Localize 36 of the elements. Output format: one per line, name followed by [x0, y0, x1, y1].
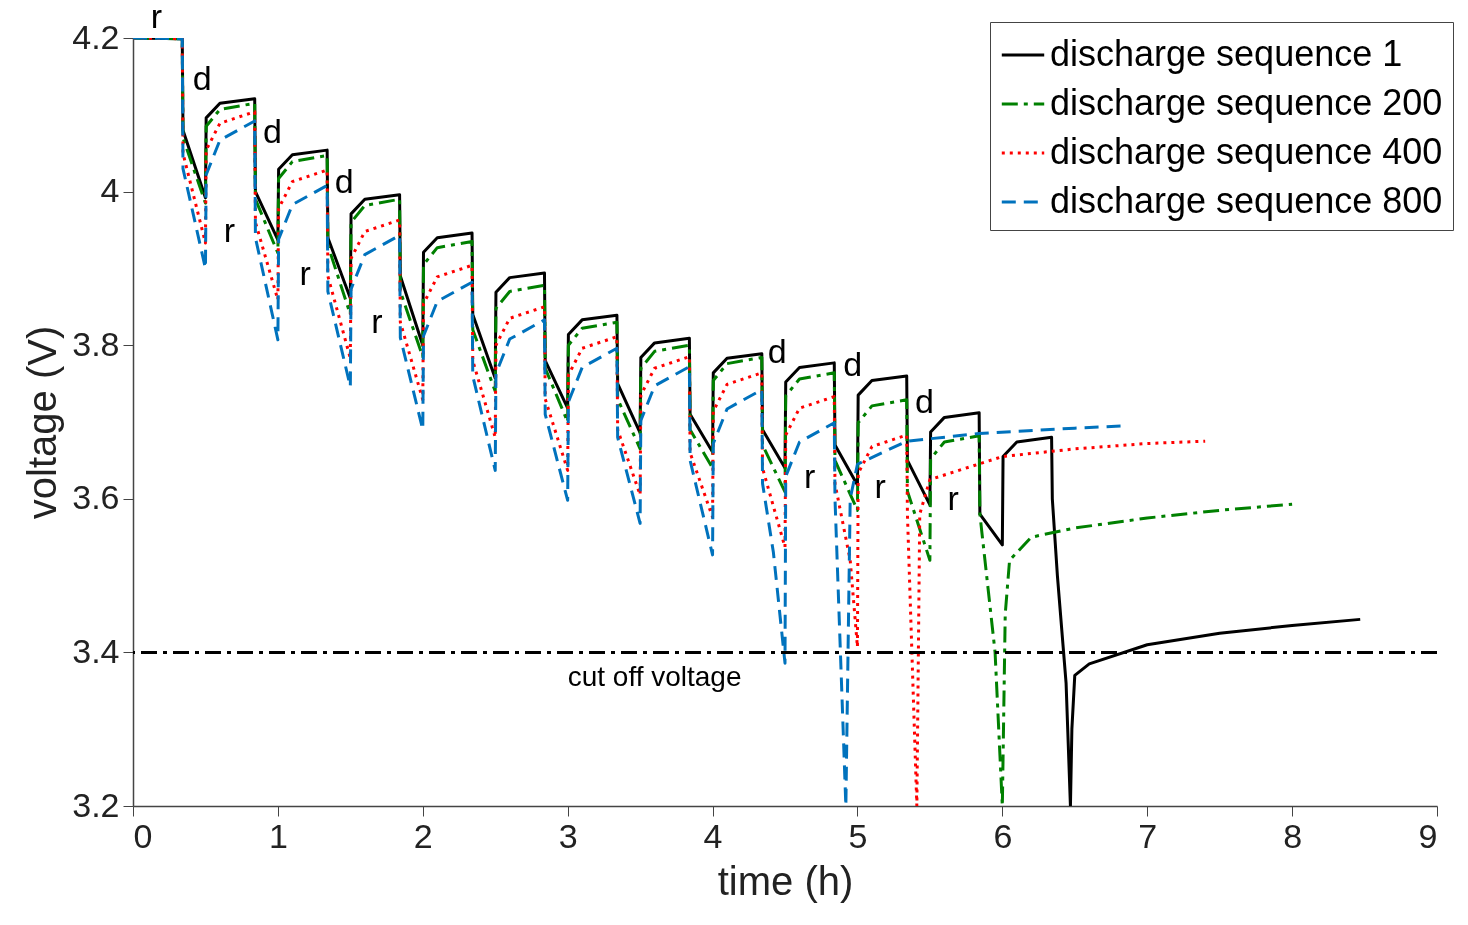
- y-tick-label: 3.2: [72, 785, 120, 824]
- x-tick-label: 7: [1138, 816, 1158, 855]
- y-tick-label: 3.8: [72, 324, 120, 363]
- y-tick-label: 4: [100, 171, 120, 210]
- annotation: d: [192, 59, 212, 98]
- legend-label: discharge sequence 800: [1050, 180, 1443, 221]
- annotation: r: [371, 301, 383, 340]
- annotation: r: [223, 211, 236, 250]
- x-tick-label: 1: [268, 816, 288, 855]
- x-tick-label: 0: [133, 816, 153, 855]
- x-tick-label: 9: [1418, 816, 1438, 855]
- annotation: r: [874, 467, 886, 506]
- ref-line-label: cut off voltage: [567, 661, 742, 693]
- x-tick-label: 8: [1283, 816, 1303, 855]
- annotation: d: [334, 162, 354, 201]
- legend-label: discharge sequence 1: [1050, 33, 1403, 74]
- y-tick-label: 4.2: [72, 17, 120, 56]
- y-tick-label: 3.4: [72, 631, 120, 670]
- y-tick-label: 3.6: [72, 478, 120, 517]
- annotation: r: [947, 479, 959, 518]
- y-axis-title: voltage (V): [20, 325, 65, 520]
- annotation: r: [299, 254, 311, 293]
- x-tick-label: 2: [413, 816, 433, 855]
- legend-label: discharge sequence 200: [1050, 82, 1443, 123]
- annotation: d: [915, 381, 934, 420]
- x-tick-label: 4: [703, 816, 723, 855]
- annotation: d: [767, 331, 787, 370]
- legend-label: discharge sequence 400: [1050, 131, 1443, 172]
- x-tick-label: 6: [993, 816, 1013, 855]
- annotation: d: [843, 344, 863, 383]
- x-axis-title: time (h): [717, 858, 854, 903]
- text: r: [150, 0, 163, 36]
- x-tick-label: 5: [848, 816, 868, 855]
- annotation: d: [263, 112, 282, 151]
- annotation: r: [804, 457, 816, 496]
- x-tick-label: 3: [558, 816, 578, 855]
